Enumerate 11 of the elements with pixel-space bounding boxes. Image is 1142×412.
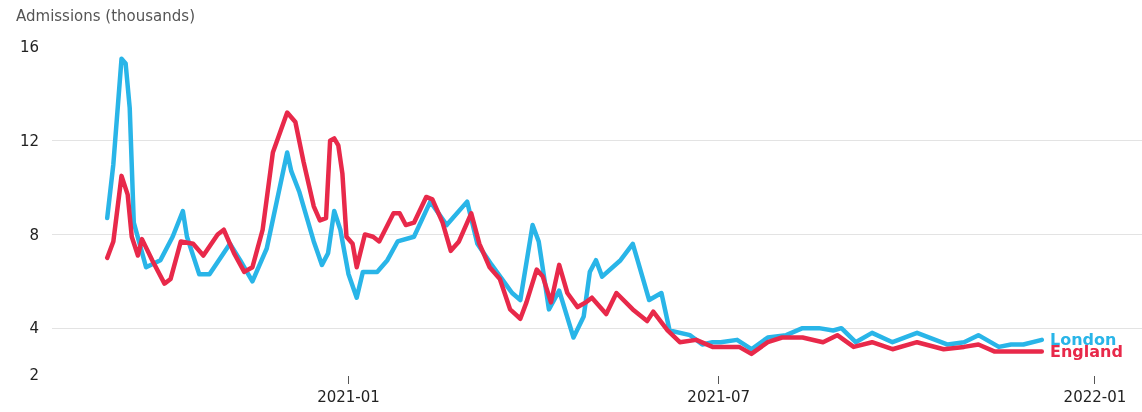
- y-tick-label: 2: [29, 366, 39, 385]
- y-tick-label: 12: [19, 131, 39, 150]
- x-tick-label: 2021-01: [317, 388, 380, 406]
- x-tick-label: 2021-07: [687, 388, 751, 406]
- line-series: [104, 56, 1045, 352]
- y-tick-label: 8: [29, 225, 39, 244]
- y-tick-label: 4: [29, 319, 39, 338]
- x-tick-label: 2022-01: [1063, 388, 1127, 406]
- y-tick-label: 16: [19, 38, 39, 57]
- chart-title: Admissions (thousands): [16, 7, 195, 25]
- line-series: [104, 110, 1045, 357]
